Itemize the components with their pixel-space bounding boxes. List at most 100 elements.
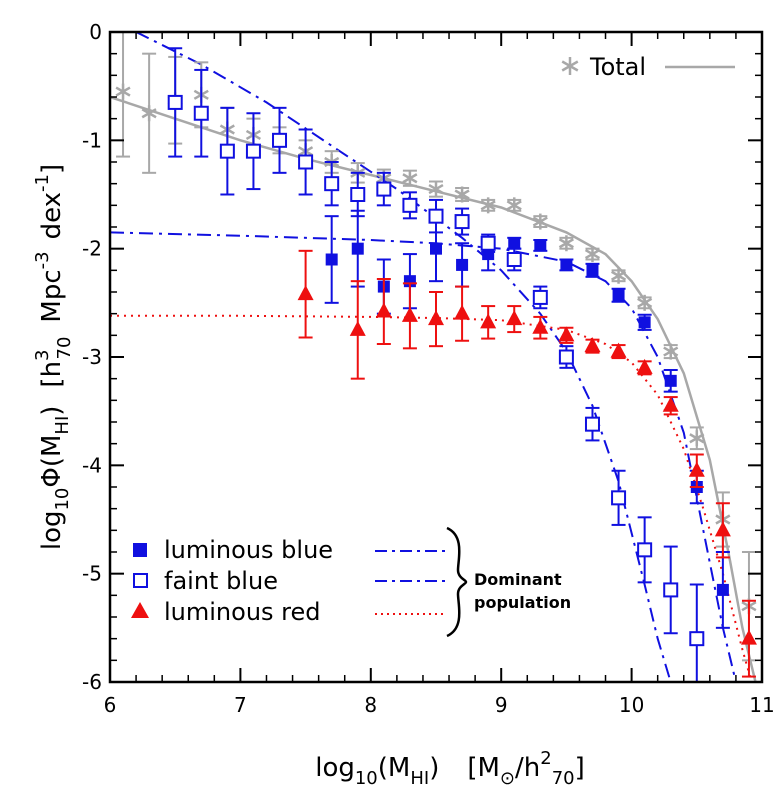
x-axis: 6 7 8 9 10 11 bbox=[104, 32, 775, 717]
marker-filled-square bbox=[325, 253, 338, 266]
point-total bbox=[402, 169, 418, 187]
x-tick-label: 6 bbox=[104, 693, 117, 717]
point-luminous-blue bbox=[455, 242, 470, 288]
point-luminous-red bbox=[558, 326, 575, 344]
marker-star bbox=[480, 197, 496, 214]
y-tick-label: 0 bbox=[89, 20, 102, 44]
marker-star bbox=[663, 343, 679, 360]
marker-filled-square bbox=[612, 289, 625, 302]
point-faint-blue bbox=[350, 171, 366, 218]
marker-open-square bbox=[219, 143, 235, 159]
point-faint-blue bbox=[245, 112, 261, 191]
point-luminous-red bbox=[662, 396, 679, 416]
legend-brace-label-line-1: Dominant bbox=[474, 570, 562, 589]
marker-star bbox=[532, 213, 548, 230]
marker-open-square bbox=[324, 176, 340, 192]
marker-filled-square bbox=[456, 258, 469, 271]
marker-filled-triangle bbox=[610, 342, 627, 358]
marker-star bbox=[584, 246, 601, 263]
legend-marker-luminous-red bbox=[131, 602, 149, 618]
marker-filled-triangle bbox=[349, 320, 366, 336]
marker-open-square bbox=[584, 416, 600, 432]
point-luminous-blue bbox=[350, 209, 365, 288]
point-faint-blue bbox=[584, 406, 600, 442]
marker-open-square bbox=[272, 132, 288, 148]
point-total bbox=[689, 426, 705, 451]
marker-open-square bbox=[637, 542, 653, 558]
marker-filled-square bbox=[716, 583, 729, 596]
point-faint-blue bbox=[167, 47, 183, 158]
marker-filled-triangle bbox=[375, 302, 392, 318]
point-luminous-blue bbox=[585, 262, 600, 278]
point-luminous-blue bbox=[533, 239, 548, 252]
marker-star bbox=[141, 105, 157, 122]
point-luminous-red bbox=[428, 291, 444, 348]
point-luminous-blue bbox=[559, 258, 574, 272]
point-faint-blue bbox=[428, 198, 444, 234]
fit-line-luminous-blue bbox=[110, 231, 737, 682]
point-faint-blue bbox=[402, 191, 418, 220]
marker-open-square bbox=[454, 214, 470, 230]
point-luminous-red bbox=[584, 337, 601, 354]
legend-total-label: Total bbox=[589, 53, 646, 81]
point-faint-blue bbox=[219, 106, 235, 196]
marker-open-square bbox=[167, 94, 183, 110]
y-tick-label: -5 bbox=[82, 562, 102, 586]
marker-filled-triangle bbox=[480, 313, 497, 329]
point-total bbox=[115, 32, 131, 158]
point-total bbox=[454, 186, 470, 203]
point-faint-blue bbox=[637, 516, 653, 584]
point-total bbox=[532, 213, 548, 230]
marker-open-square bbox=[506, 252, 522, 267]
point-faint-blue bbox=[480, 233, 496, 253]
point-total bbox=[663, 343, 679, 360]
marker-open-square bbox=[376, 181, 392, 197]
point-total bbox=[428, 180, 444, 198]
x-tick-label: 10 bbox=[619, 693, 644, 717]
point-faint-blue bbox=[689, 583, 705, 682]
marker-filled-square bbox=[560, 258, 573, 271]
marker-filled-triangle bbox=[662, 396, 679, 412]
legend-marker-luminous-blue bbox=[133, 543, 147, 557]
point-faint-blue bbox=[324, 161, 340, 207]
marker-open-square bbox=[298, 154, 314, 170]
marker-filled-triangle bbox=[532, 318, 549, 334]
legend-label-luminous-red: luminous red bbox=[164, 598, 321, 626]
marker-filled-triangle bbox=[584, 337, 601, 353]
point-luminous-red bbox=[454, 285, 471, 342]
point-total bbox=[480, 197, 496, 214]
marker-filled-triangle bbox=[714, 521, 731, 537]
point-total bbox=[584, 246, 601, 263]
marker-filled-square bbox=[508, 237, 521, 250]
total-star-icon bbox=[561, 57, 579, 75]
point-luminous-red bbox=[532, 315, 549, 340]
x-tick-label: 9 bbox=[495, 693, 508, 717]
marker-open-square bbox=[193, 105, 209, 121]
point-luminous-red bbox=[740, 599, 757, 678]
point-total bbox=[637, 294, 653, 311]
y-tick-label: -4 bbox=[82, 453, 102, 477]
point-luminous-red bbox=[688, 453, 705, 488]
point-faint-blue bbox=[611, 469, 627, 526]
marker-open-square bbox=[611, 490, 627, 506]
legend-marker-faint-blue bbox=[133, 573, 148, 588]
point-faint-blue bbox=[663, 545, 679, 635]
marker-filled-square bbox=[534, 239, 547, 252]
y-axis-label: log10Φ(MHI)[h370Mpc-3dex-1] bbox=[32, 164, 75, 550]
point-luminous-red bbox=[506, 305, 523, 334]
marker-star bbox=[454, 186, 470, 203]
marker-open-square bbox=[558, 349, 574, 365]
marker-filled-triangle bbox=[401, 306, 418, 322]
marker-open-square bbox=[350, 187, 366, 202]
x-tick-label: 11 bbox=[749, 693, 774, 717]
point-luminous-blue bbox=[637, 313, 652, 331]
legend-star-marker bbox=[561, 57, 579, 75]
point-faint-blue bbox=[272, 106, 288, 174]
point-faint-blue bbox=[532, 285, 548, 310]
legend-label-faint-blue: faint blue bbox=[164, 567, 278, 595]
point-luminous-blue bbox=[611, 287, 626, 303]
y-tick-label: -3 bbox=[82, 345, 102, 369]
point-total bbox=[558, 235, 574, 252]
marker-open-square bbox=[480, 235, 496, 251]
marker-filled-triangle bbox=[636, 358, 653, 374]
